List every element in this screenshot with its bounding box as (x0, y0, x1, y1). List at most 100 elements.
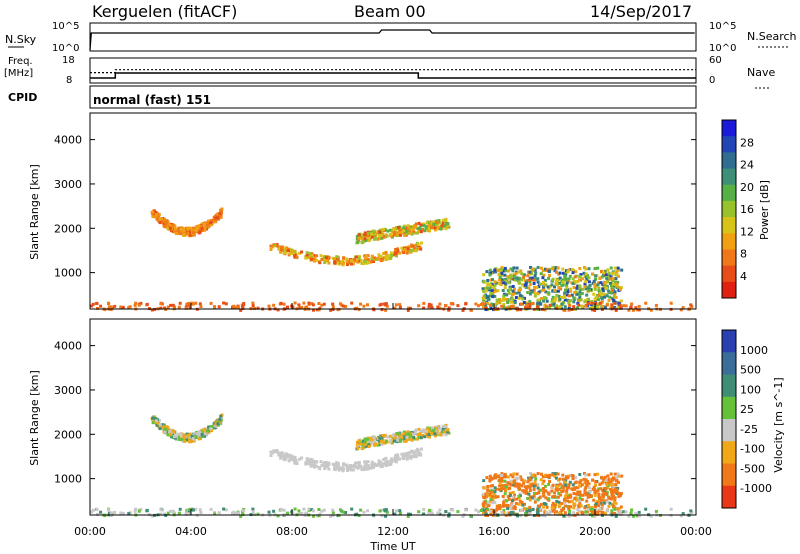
power-point (573, 275, 577, 279)
power-point (405, 229, 409, 233)
velocity-point (367, 445, 371, 449)
power-point (566, 270, 570, 274)
velocity-point (560, 502, 563, 505)
velocity-point (609, 497, 613, 501)
power-point (406, 224, 410, 228)
velocity-point (398, 457, 402, 461)
power-point (557, 294, 561, 298)
power-point (572, 305, 576, 309)
colorbar-swatch (722, 330, 736, 353)
power-point (560, 296, 563, 299)
velocity-point (443, 425, 447, 429)
velocity-point (620, 474, 624, 478)
power-point (617, 274, 620, 278)
power-point (498, 298, 502, 301)
xtick-label: 12:00 (377, 525, 409, 538)
velocity-point (367, 467, 371, 471)
power-point (536, 280, 540, 284)
power-point (378, 230, 382, 234)
power-point (574, 270, 578, 274)
power-point (482, 280, 486, 284)
colorbar-tick: 500 (740, 364, 761, 377)
velocity-point (484, 495, 488, 499)
velocity-point (382, 441, 386, 445)
velocity-point (589, 507, 593, 511)
power-point (581, 287, 585, 291)
power-point (556, 289, 560, 293)
power-point (443, 219, 447, 223)
velocity-point (438, 508, 442, 512)
velocity-point (533, 491, 536, 495)
velocity-point (214, 422, 218, 426)
velocity-point (669, 507, 673, 511)
power-point (488, 273, 492, 277)
power-point (351, 262, 355, 266)
velocity-point (203, 428, 207, 432)
velocity-point (553, 504, 557, 507)
colorbar-swatch (722, 485, 736, 509)
power-point (553, 298, 557, 301)
velocity-point (203, 434, 207, 438)
power-point (535, 286, 539, 289)
power-point (565, 293, 569, 297)
power-point (510, 293, 514, 297)
velocity-point (577, 505, 581, 509)
velocity-point (570, 474, 574, 477)
power-point (550, 300, 554, 304)
velocity-point (541, 482, 545, 486)
velocity-point (482, 508, 486, 512)
power-point (341, 304, 345, 308)
velocity-point (611, 488, 615, 492)
power-point (382, 235, 386, 239)
velocity-point (558, 511, 561, 515)
velocity-point (293, 507, 297, 511)
velocity-point (363, 439, 367, 443)
power-point (370, 232, 374, 236)
power-point (577, 303, 581, 307)
velocity-point (598, 507, 602, 511)
velocity-point (637, 510, 641, 514)
velocity-point (593, 493, 597, 497)
power-point (605, 277, 609, 281)
power-point (619, 299, 623, 303)
power-point (584, 304, 588, 308)
power-point (311, 303, 315, 307)
velocity-point (179, 432, 183, 436)
power-point (395, 226, 399, 230)
velocity-point (608, 483, 612, 487)
power-point (528, 289, 532, 293)
power-point (317, 308, 321, 312)
power-point (179, 232, 183, 236)
power-point (509, 267, 513, 271)
power-point (394, 248, 397, 252)
velocity-point (617, 512, 621, 515)
power-point (362, 262, 366, 266)
velocity-point (558, 477, 562, 481)
velocity-point (474, 508, 478, 512)
velocity-point (172, 435, 176, 439)
power-point (188, 233, 192, 237)
velocity-point (519, 475, 523, 479)
velocity-point (311, 464, 315, 467)
velocity-point (689, 509, 693, 513)
velocity-point (585, 499, 589, 503)
power-point (522, 273, 526, 277)
velocity-point (305, 511, 309, 515)
power-point (593, 308, 597, 312)
power-point (567, 277, 571, 281)
power-point (507, 291, 511, 295)
power-point (500, 304, 504, 308)
power-point (529, 266, 533, 269)
velocity-point (500, 487, 504, 491)
power-point (380, 236, 384, 240)
velocity-point (578, 473, 582, 476)
velocity-point (232, 510, 236, 514)
velocity-point (610, 511, 614, 515)
velocity-colorbar-label: Velocity [m s^-1] (772, 377, 785, 472)
power-point (603, 295, 606, 299)
velocity-point (162, 423, 166, 427)
velocity-point (282, 508, 286, 512)
velocity-point (573, 481, 577, 485)
